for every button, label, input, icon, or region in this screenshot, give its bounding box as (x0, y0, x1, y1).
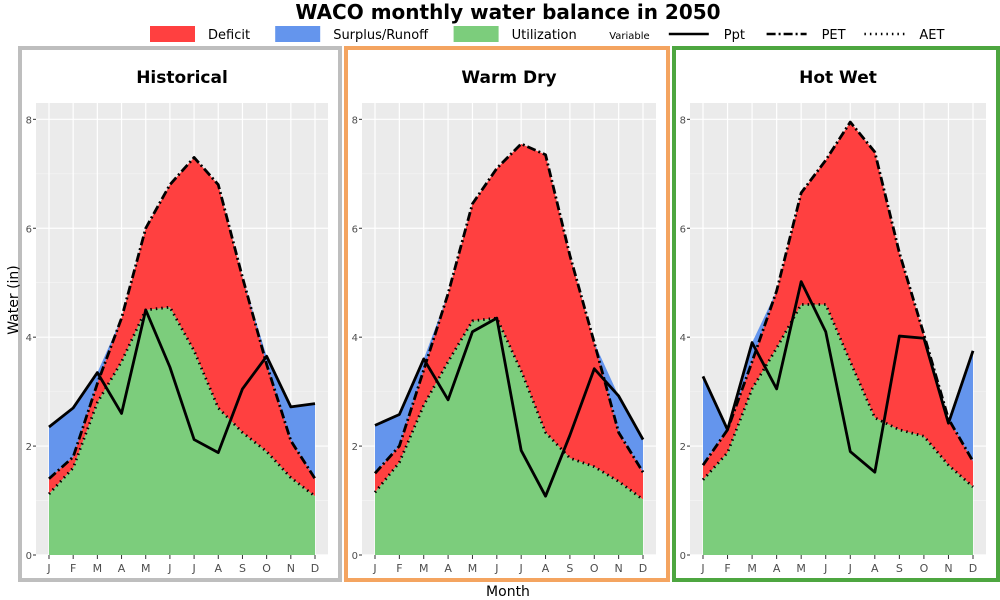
legend-swatch (453, 26, 499, 42)
legend-label: Ppt (724, 28, 745, 43)
ppt-line (701, 280, 975, 474)
legend-item: Ppt (668, 28, 745, 43)
x-tick-label: J (372, 562, 376, 575)
x-tick-label: M (93, 562, 103, 575)
legend-swatch (150, 26, 195, 42)
legend-label: Surplus/Runoff (333, 28, 429, 43)
aet-line (701, 303, 974, 488)
x-tick-label: M (747, 562, 757, 575)
x-tick-label: J (46, 562, 50, 575)
x-tick-label: M (468, 562, 478, 575)
legend-item: AET (864, 28, 945, 43)
y-tick-label: 4 (26, 333, 32, 344)
x-tick-label: S (239, 562, 246, 575)
x-tick-label: N (944, 562, 952, 575)
panel: Hot Wet 0 2 4 6 8 J F M A M J J A S O N D (672, 46, 1000, 582)
y-tick-label: 4 (680, 333, 686, 344)
panel-title: Historical (136, 68, 228, 88)
y-tick-label: 8 (352, 115, 358, 126)
legend-item: Surplus/Runoff (275, 26, 429, 43)
x-tick-label: F (724, 562, 730, 575)
legend-label: AET (919, 28, 944, 43)
x-tick-label: M (796, 562, 806, 575)
x-tick-label: J (494, 562, 498, 575)
legend-swatch (275, 26, 321, 42)
y-tick-label: 2 (26, 442, 32, 453)
deficit-area (49, 157, 315, 497)
panel: Warm Dry 0 2 4 6 8 J F M A M J J A S O N D (344, 46, 670, 582)
x-tick-label: A (118, 562, 126, 575)
deficit-area (375, 143, 643, 500)
legend-label: Utilization (512, 28, 577, 43)
x-tick-label: S (896, 562, 903, 575)
chart-title: WACO monthly water balance in 2050 (295, 0, 720, 24)
x-tick-label: M (419, 562, 429, 575)
legend-label: Deficit (208, 28, 250, 43)
x-tick-label: D (311, 562, 319, 575)
x-axis-label: Month (486, 584, 530, 600)
x-tick-label: N (615, 562, 623, 575)
x-tick-label: J (191, 562, 195, 575)
y-tick-label: 6 (26, 224, 32, 235)
x-tick-label: A (444, 562, 452, 575)
x-tick-label: A (773, 562, 781, 575)
x-tick-label: J (823, 562, 827, 575)
y-tick-label: 8 (26, 115, 32, 126)
y-tick-label: 0 (680, 551, 686, 562)
x-tick-label: M (141, 562, 151, 575)
legend-item: PET (766, 28, 846, 43)
utilization-area (703, 304, 973, 555)
panel-border (672, 46, 1000, 582)
pet-line (373, 142, 645, 475)
legend-title: Variable (609, 31, 650, 42)
legend-label: PET (822, 28, 846, 43)
ppt-line (374, 316, 645, 498)
panel-border (18, 46, 342, 582)
ppt-line (48, 308, 316, 455)
y-tick-label: 2 (680, 442, 686, 453)
aet-line (373, 316, 644, 501)
panel-title: Warm Dry (461, 68, 556, 88)
surplus-area (49, 157, 315, 479)
utilization-area (375, 318, 643, 555)
panel-title: Hot Wet (799, 68, 877, 88)
x-tick-label: A (542, 562, 550, 575)
deficit-area (703, 122, 973, 487)
panel-border (344, 46, 670, 582)
x-tick-label: O (590, 562, 599, 575)
panel: Historical 0 2 4 6 8 J F M A M J J A S O N D (18, 46, 342, 582)
x-tick-label: J (848, 562, 852, 575)
aet-line (47, 305, 316, 498)
x-tick-label: O (262, 562, 271, 575)
legend: Deficit Surplus/Runoff Utilization Variable… (150, 26, 945, 43)
pet-line (48, 156, 317, 480)
x-tick-label: N (287, 562, 295, 575)
x-tick-label: O (920, 562, 929, 575)
x-tick-label: D (639, 562, 647, 575)
x-tick-label: J (519, 562, 523, 575)
y-tick-label: 8 (680, 115, 686, 126)
x-tick-label: F (396, 562, 402, 575)
y-tick-label: 6 (352, 224, 358, 235)
x-tick-label: D (969, 562, 977, 575)
y-tick-label: 2 (352, 442, 358, 453)
x-tick-label: A (871, 562, 879, 575)
legend-item: Utilization (453, 26, 577, 43)
x-tick-label: A (215, 562, 223, 575)
y-tick-label: 4 (352, 333, 358, 344)
x-tick-label: J (700, 562, 704, 575)
panels: Historical 0 2 4 6 8 J F M A M J J A S O N D Warm Dry 0 2 4 6 8… (18, 46, 1000, 582)
y-tick-label: 6 (680, 224, 686, 235)
x-tick-label: J (167, 562, 171, 575)
y-axis-label: Water (in) (6, 265, 22, 335)
legend-item: Deficit (150, 26, 250, 43)
y-tick-label: 0 (26, 551, 32, 562)
x-tick-label: F (70, 562, 76, 575)
x-tick-label: S (566, 562, 573, 575)
y-tick-label: 0 (352, 551, 358, 562)
utilization-area (49, 307, 315, 555)
